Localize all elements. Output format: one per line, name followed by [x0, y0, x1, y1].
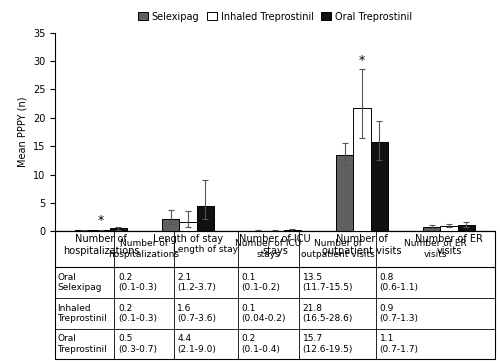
Bar — [75, 230, 92, 231]
Text: 0.2
(0.1-0.3): 0.2 (0.1-0.3) — [118, 303, 157, 323]
Text: 0.2
(0.1-0.4): 0.2 (0.1-0.4) — [241, 334, 280, 354]
Text: 0.8
(0.6-1.1): 0.8 (0.6-1.1) — [380, 273, 418, 292]
Text: 2.1
(1.2-3.7): 2.1 (1.2-3.7) — [178, 273, 216, 292]
Bar — [336, 155, 353, 231]
Text: Oral
Selexipag: Oral Selexipag — [57, 273, 102, 292]
Bar — [440, 226, 458, 231]
Text: Oral
Treprostinil: Oral Treprostinil — [57, 334, 107, 354]
Text: Number of
outpatient visits: Number of outpatient visits — [301, 240, 374, 259]
Bar — [92, 230, 110, 231]
Bar — [354, 107, 370, 231]
Text: 1.1
(0.7-1.7): 1.1 (0.7-1.7) — [380, 334, 418, 354]
Text: *: * — [359, 54, 365, 67]
Text: 0.2
(0.1-0.3): 0.2 (0.1-0.3) — [118, 273, 157, 292]
Bar — [284, 230, 301, 231]
Text: Number of
hospitalizations: Number of hospitalizations — [108, 240, 180, 259]
Text: Length of stay: Length of stay — [173, 245, 238, 254]
Bar — [110, 228, 127, 231]
Bar — [458, 225, 475, 231]
Text: 15.7
(12.6-19.5): 15.7 (12.6-19.5) — [302, 334, 353, 354]
Text: *: * — [98, 214, 104, 227]
Legend: Selexipag, Inhaled Treprostinil, Oral Treprostinil: Selexipag, Inhaled Treprostinil, Oral Tr… — [134, 8, 416, 25]
Bar — [370, 142, 388, 231]
Text: 4.4
(2.1-9.0): 4.4 (2.1-9.0) — [178, 334, 216, 354]
Bar — [423, 227, 440, 231]
Bar — [180, 222, 196, 231]
Text: 0.1
(0.04-0.2): 0.1 (0.04-0.2) — [241, 303, 286, 323]
Text: 0.1
(0.1-0.2): 0.1 (0.1-0.2) — [241, 273, 280, 292]
Bar — [162, 219, 180, 231]
Text: 13.5
(11.7-15.5): 13.5 (11.7-15.5) — [302, 273, 353, 292]
Bar — [196, 206, 214, 231]
Text: Number of ICU
stays: Number of ICU stays — [236, 240, 302, 259]
Y-axis label: Mean PPPY (n): Mean PPPY (n) — [17, 97, 27, 167]
Text: 0.9
(0.7-1.3): 0.9 (0.7-1.3) — [380, 303, 418, 323]
Text: Number of ER
visits: Number of ER visits — [404, 240, 467, 259]
Text: 1.6
(0.7-3.6): 1.6 (0.7-3.6) — [178, 303, 216, 323]
Text: 0.5
(0.3-0.7): 0.5 (0.3-0.7) — [118, 334, 157, 354]
Text: 21.8
(16.5-28.6): 21.8 (16.5-28.6) — [302, 303, 353, 323]
Text: Inhaled
Treprostinil: Inhaled Treprostinil — [57, 303, 107, 323]
